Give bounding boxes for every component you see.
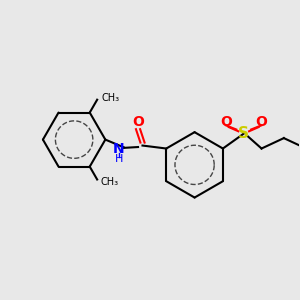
Text: N: N [113, 142, 124, 155]
Text: CH₃: CH₃ [102, 93, 120, 103]
Text: O: O [132, 115, 144, 129]
Text: CH₃: CH₃ [100, 178, 118, 188]
Text: S: S [238, 126, 249, 141]
Text: O: O [256, 115, 268, 129]
Text: O: O [220, 115, 232, 129]
Text: H: H [115, 154, 123, 164]
